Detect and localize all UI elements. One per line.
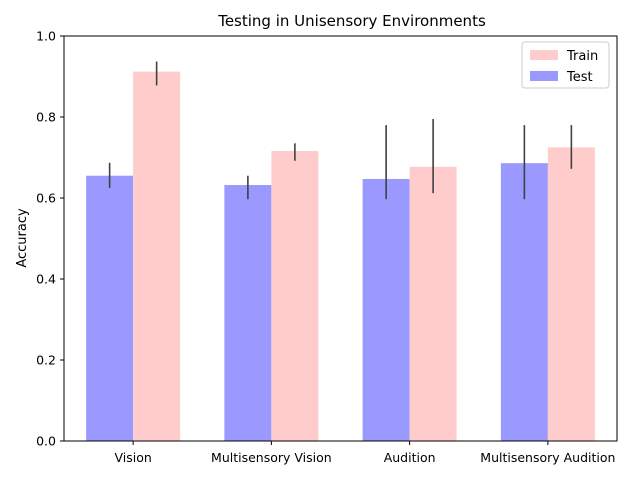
- y-tick-label-6: 1.0: [36, 29, 56, 44]
- y-tick-label-1: 0.0: [36, 434, 56, 449]
- bar-test-4: [500, 163, 548, 442]
- legend-swatch-test: [530, 71, 558, 81]
- bar-test-2: [224, 185, 272, 441]
- y-tick-label-2: 0.2: [36, 353, 56, 368]
- bar-test-3: [362, 178, 410, 441]
- x-tick-label-4: Multisensory Audition: [480, 450, 615, 465]
- y-tick-label-5: 0.8: [36, 110, 56, 125]
- plot-area: Vision Multisensory Vision Audition Multise…: [36, 29, 618, 465]
- x-tick-label-3: Audition: [384, 450, 436, 465]
- bar-train-2: [271, 151, 319, 441]
- bar-train-1: [133, 71, 181, 441]
- axes-frame: [63, 35, 618, 442]
- chart-title: Testing in Unisensory Environments: [217, 12, 486, 30]
- legend-label-test: Test: [566, 70, 593, 85]
- legend-label-train: Train: [566, 49, 598, 64]
- y-axis-title: Accuracy: [15, 208, 30, 268]
- x-tick-label-2: Multisensory Vision: [211, 450, 332, 465]
- bar-train-3: [409, 166, 457, 441]
- y-tick-label-3: 0.4: [36, 272, 56, 287]
- bar-test-1: [86, 175, 134, 441]
- legend: Train Test: [521, 41, 610, 89]
- y-tick-label-4: 0.6: [36, 191, 56, 206]
- legend-swatch-train: [530, 50, 558, 60]
- x-tick-label-1: Vision: [114, 450, 151, 465]
- bar-train-4: [547, 147, 595, 441]
